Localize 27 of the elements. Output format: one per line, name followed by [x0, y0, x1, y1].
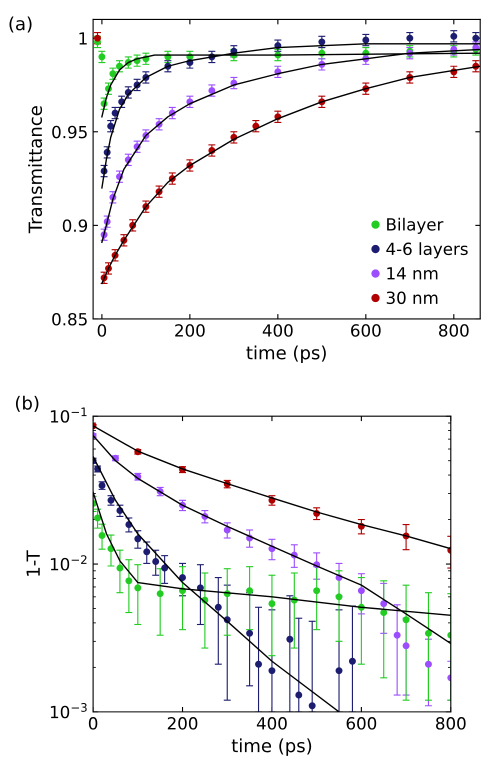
x-tick-label: 800: [439, 324, 469, 337]
x-tick-label: 400: [256, 717, 287, 730]
y-tick-label: 0.85: [52, 312, 87, 326]
legend-label: 4-6 layers: [386, 242, 468, 258]
y-tick-label: 10$^{−2}$: [50, 555, 86, 570]
x-tick-label: 0: [98, 324, 106, 337]
y-tick-label: 0.9: [62, 219, 88, 232]
chart-title: (b): [16, 396, 38, 412]
legend-label: 30 nm: [386, 291, 438, 304]
y-axis-title: 1-T: [26, 550, 40, 576]
y-tick-label: 10$^{−1}$: [50, 408, 87, 423]
x-axis-title: time (ps): [246, 346, 326, 363]
x-tick-label: 400: [262, 324, 293, 337]
x-tick-label: 600: [346, 717, 376, 730]
x-tick-label: 800: [436, 717, 466, 730]
chart-title: (a): [9, 16, 32, 33]
y-tick-label: 0.95: [52, 126, 87, 138]
x-axis-title: time (ps): [232, 738, 312, 756]
x-tick-label: 200: [175, 324, 205, 337]
legend-label: 14 nm: [387, 267, 438, 280]
y-axis-title: Transmittance: [28, 106, 42, 234]
x-tick-label: 200: [168, 717, 198, 730]
y-tick-label: 1: [79, 32, 87, 45]
x-tick-label: 0: [88, 717, 98, 730]
legend-label: Bilayer: [387, 218, 444, 234]
x-tick-label: 600: [351, 324, 381, 337]
y-tick-label: 10$^{−3}$: [50, 703, 87, 718]
